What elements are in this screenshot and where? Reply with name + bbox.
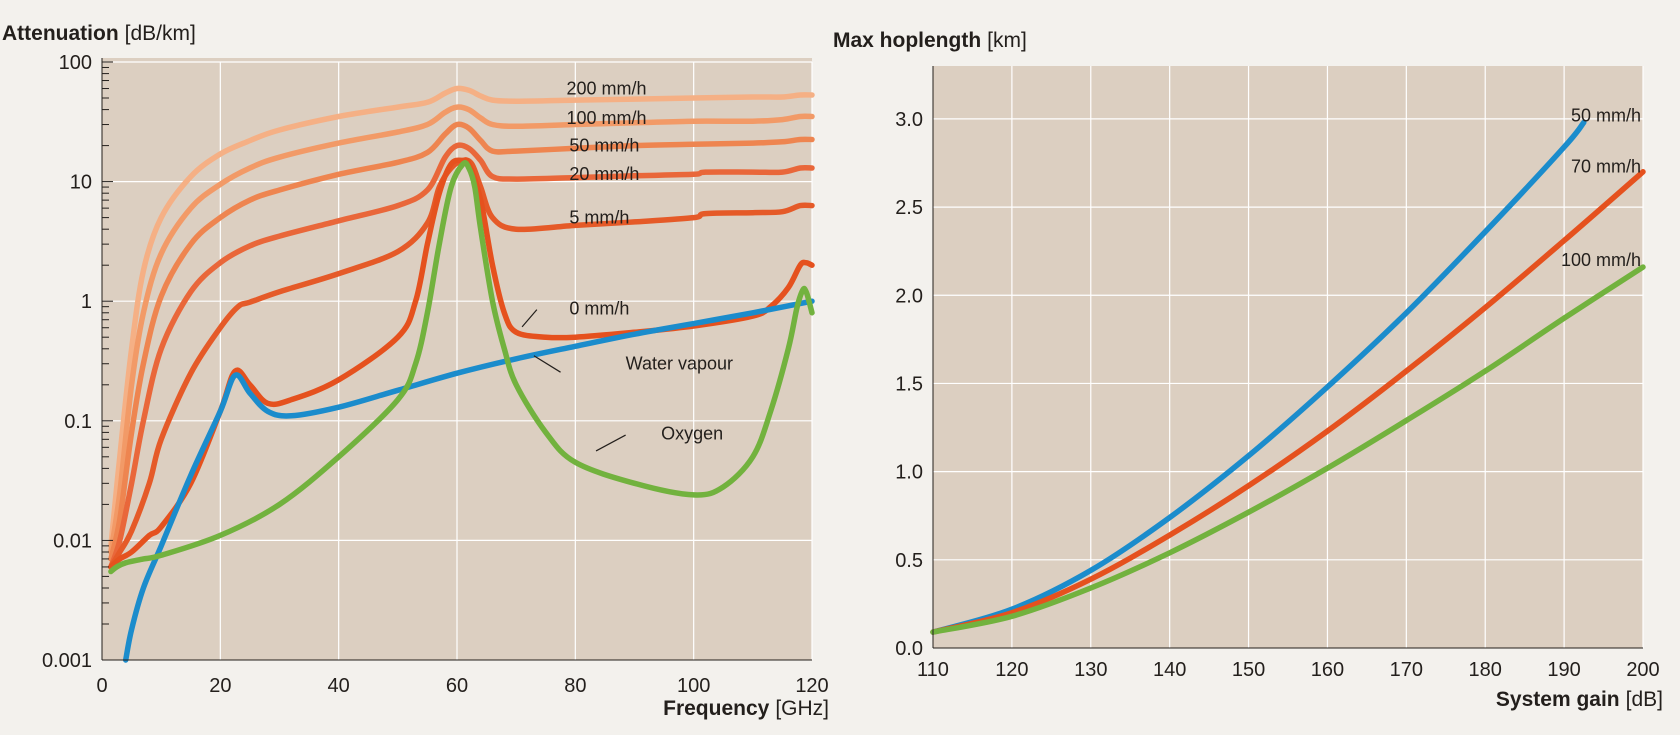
- attenuation-series-20-mm-h: [108, 142, 815, 570]
- attenuation-y-tick-label: 0.1: [64, 411, 92, 433]
- attenuation-x-tick-label: 120: [795, 675, 828, 697]
- hoplength-series-100-mm-h: [930, 264, 1646, 635]
- attenuation-label-100-mm-h: 100 mm/h: [566, 108, 646, 128]
- attenuation-label-0-mm-h: 0 mm/h: [569, 298, 629, 318]
- attenuation-series-oxygen: [108, 160, 815, 575]
- hoplength-series: [930, 119, 1646, 635]
- hoplength-label-50-mm-h: 50 mm/h: [1571, 105, 1641, 125]
- attenuation-x-tick-label: 80: [564, 675, 586, 697]
- hoplength-x-tick-label: 110: [917, 659, 949, 681]
- attenuation-y-tick-label: 100: [59, 52, 92, 74]
- hoplength-title: Max hoplength [km]: [833, 29, 1027, 52]
- hoplength-y-tick-label: 2.0: [895, 285, 923, 307]
- attenuation-label-oxygen: Oxygen: [661, 424, 723, 444]
- hoplength-series-50-mm-h: [930, 119, 1587, 635]
- hoplength-label-100-mm-h: 100 mm/h: [1561, 250, 1641, 270]
- attenuation-x-label: Frequency [GHz]: [663, 697, 829, 720]
- hoplength-ticks: 0.0 0.5 1.0 1.5 2.0 2.5 3.0 110 120 130 140 150 160 1…: [895, 109, 1660, 681]
- attenuation-leader-0-mm-h: [521, 309, 538, 328]
- hoplength-label-70-mm-h: 70 mm/h: [1571, 157, 1641, 177]
- hoplength-y-tick-label: 1.0: [895, 462, 923, 484]
- hoplength-y-tick-label: 0.0: [895, 638, 923, 660]
- attenuation-title: Attenuation [dB/km]: [2, 22, 196, 45]
- attenuation-x-tick-label: 20: [209, 675, 231, 697]
- attenuation-series-100-mm-h: [108, 104, 815, 555]
- hoplength-x-tick-label: 130: [1074, 659, 1107, 681]
- hoplength-y-tick-label: 3.0: [895, 109, 923, 131]
- attenuation-label-20-mm-h: 20 mm/h: [569, 164, 639, 184]
- hoplength-chart: Max hoplength [km] 50 mm/h 70 mm/h 100 mm/h…: [833, 29, 1663, 711]
- attenuation-series: [108, 85, 815, 663]
- hoplength-x-tick-label: 190: [1547, 659, 1580, 681]
- attenuation-series-50-mm-h: [108, 121, 815, 562]
- hoplength-x-tick-label: 180: [1469, 659, 1502, 681]
- hoplength-x-tick-label: 160: [1311, 659, 1344, 681]
- attenuation-annotations: 200 mm/h 100 mm/h 50 mm/h 20 mm/h 5 mm/h 0 mm…: [521, 79, 733, 452]
- hoplength-x-tick-label: 140: [1153, 659, 1186, 681]
- hoplength-series-70-mm-h: [930, 169, 1646, 635]
- attenuation-leader-oxygen: [595, 434, 626, 452]
- attenuation-label-200-mm-h: 200 mm/h: [566, 79, 646, 99]
- attenuation-x-tick-label: 40: [328, 675, 350, 697]
- hoplength-plot-area: [933, 66, 1643, 648]
- attenuation-x-tick-label: 60: [446, 675, 468, 697]
- attenuation-y-tick-label: 1: [81, 291, 92, 313]
- attenuation-label-50-mm-h: 50 mm/h: [569, 136, 639, 156]
- attenuation-y-tick-label: 0.001: [42, 650, 92, 672]
- hoplength-x-tick-label: 200: [1626, 659, 1659, 681]
- hoplength-y-tick-label: 2.5: [895, 197, 923, 219]
- attenuation-label-5-mm-h: 5 mm/h: [569, 208, 629, 228]
- attenuation-ticks: 0.001 0.01 0.1 1 10 100 0 20 40 60 80 100 120: [42, 52, 829, 697]
- attenuation-leader-water-vapour: [533, 355, 561, 373]
- hoplength-y-tick-label: 0.5: [895, 550, 923, 572]
- hoplength-y-tick-label: 1.5: [895, 373, 923, 395]
- hoplength-annotations: 50 mm/h 70 mm/h 100 mm/h: [1561, 105, 1641, 270]
- hoplength-x-label: System gain [dB]: [1496, 688, 1663, 711]
- hoplength-x-tick-label: 170: [1390, 659, 1423, 681]
- hoplength-x-tick-label: 150: [1232, 659, 1265, 681]
- attenuation-x-tick-label: 0: [96, 675, 107, 697]
- attenuation-label-water-vapour: Water vapour: [626, 354, 733, 374]
- attenuation-series-water-vapour: [122, 298, 815, 663]
- attenuation-series-0-mm-h: [108, 157, 815, 570]
- attenuation-series-200-mm-h: [108, 85, 815, 549]
- attenuation-y-tick-label: 10: [70, 172, 92, 194]
- hoplength-x-tick-label: 120: [995, 659, 1028, 681]
- attenuation-x-tick-label: 100: [677, 675, 710, 697]
- attenuation-y-tick-label: 0.01: [53, 530, 92, 552]
